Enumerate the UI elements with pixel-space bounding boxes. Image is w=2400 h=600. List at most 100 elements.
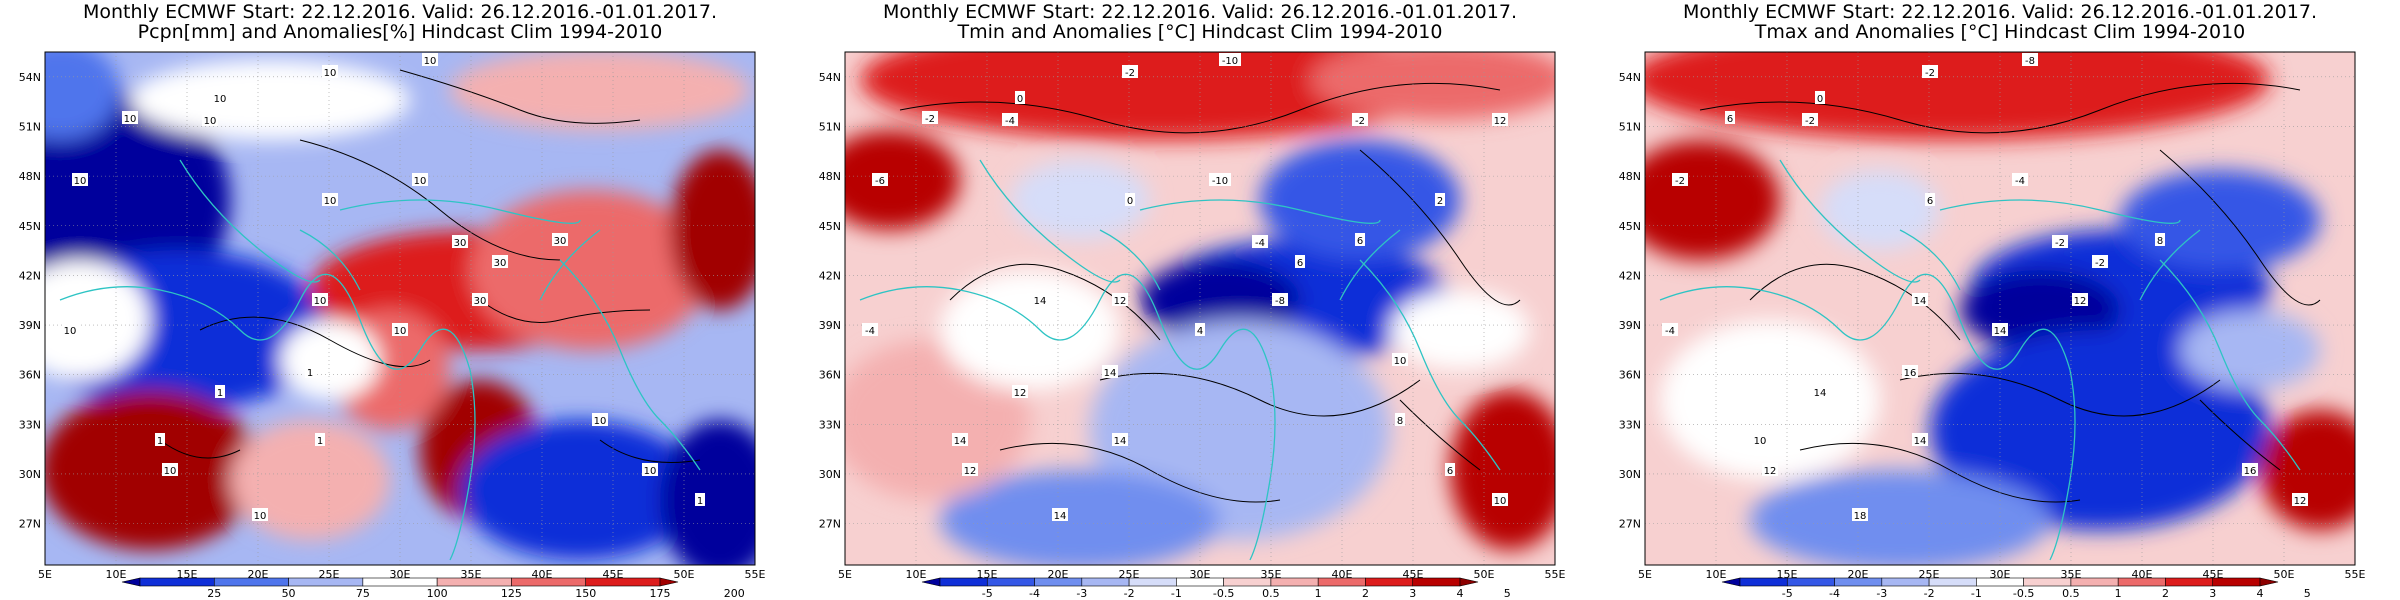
lat-tick-label: 39N [19, 319, 41, 332]
panel-title-line1: Monthly ECMWF Start: 22.12.2016. Valid: … [83, 1, 717, 23]
lat-tick-label: 36N [19, 369, 41, 382]
contour-label: 30 [552, 233, 568, 247]
colorbar-swatch [1786, 577, 1835, 587]
contour-label: 12 [1112, 293, 1128, 307]
colorbar-swatch [1928, 577, 1977, 587]
colorbar-swatch [986, 577, 1035, 587]
contour-label: 10 [122, 111, 138, 125]
colorbar-swatch [1223, 577, 1272, 587]
colorbar-label: 2 [1362, 587, 1369, 600]
contour-label: 0 [1815, 91, 1825, 105]
coastlines [1659, 159, 2301, 561]
contour-label: 10 [642, 463, 658, 477]
svg-text:14: 14 [954, 436, 967, 447]
coastlines [859, 159, 1501, 561]
colorbar-label: 3 [2209, 587, 2216, 600]
lat-tick-label: 39N [1619, 319, 1641, 332]
contour-label: 16 [1902, 365, 1918, 379]
colorbar-swatch [2165, 577, 2214, 587]
colorbar-swatch [362, 577, 438, 587]
colorbar-label: -1 [1171, 587, 1182, 600]
map-frame [844, 51, 1556, 566]
colorbar-swatch [213, 577, 289, 587]
colorbar-label: 5 [2304, 587, 2311, 600]
svg-text:14: 14 [1814, 388, 1827, 399]
svg-text:-2: -2 [2095, 258, 2105, 269]
svg-text:12: 12 [1494, 116, 1507, 127]
svg-text:10: 10 [204, 116, 217, 127]
anomaly-shading [845, 52, 1555, 565]
svg-text:-2: -2 [1805, 116, 1815, 127]
lon-tick-label: 55E [745, 568, 766, 581]
contour-label: 10 [1492, 493, 1508, 507]
svg-text:10: 10 [324, 68, 337, 79]
contour-label: 30 [492, 255, 508, 269]
contour-label: 10 [392, 323, 408, 337]
svg-text:0: 0 [1017, 94, 1023, 105]
lat-tick-label: 33N [19, 418, 41, 431]
svg-text:12: 12 [1014, 388, 1027, 399]
colorbar-label: -3 [1876, 587, 1887, 600]
contour-label: 12 [1012, 385, 1028, 399]
svg-text:10: 10 [1494, 496, 1507, 507]
panel-title-line2: Tmax and Anomalies [°C] Hindcast Clim 19… [1754, 21, 2246, 43]
contour-label: -10 [1219, 53, 1241, 67]
lat-tick-label: 51N [1619, 120, 1641, 133]
svg-text:30: 30 [454, 238, 467, 249]
colorbar-label: 50 [282, 587, 296, 600]
colorbar-swatch [1834, 577, 1883, 587]
contour-label: 10 [72, 173, 88, 187]
svg-text:10: 10 [1754, 436, 1767, 447]
contour-label: -2 [1122, 65, 1138, 79]
svg-text:-2: -2 [1125, 68, 1135, 79]
svg-text:-2: -2 [925, 114, 935, 125]
colorbar-swatch [511, 577, 587, 587]
contour-label: 14 [1032, 293, 1048, 307]
colorbar: 25 50 75 100 125 150 175 200 [121, 577, 745, 600]
contour-label: 14 [1912, 433, 1928, 447]
colorbar-label: 2 [2162, 587, 2169, 600]
contour-label: 1 [155, 433, 165, 447]
contour-label: 12 [1762, 463, 1778, 477]
coastlines [59, 159, 701, 561]
lat-tick-label: 54N [1619, 71, 1641, 84]
colorbar-label: -5 [982, 587, 993, 600]
svg-text:-4: -4 [1665, 326, 1675, 337]
lon-tick-label: 10E [106, 568, 127, 581]
colorbar-label: -4 [1029, 587, 1040, 600]
contour-label: 12 [2292, 493, 2308, 507]
contour-value-labels: 10 10 10 10 10 10 10 10 10 30 30 30 30 10 10 1 1 1 10 10 1 10… [62, 53, 705, 522]
colorbar-end-high [1459, 577, 1479, 587]
colorbar-swatch [139, 577, 215, 587]
contour-label: 4 [1195, 323, 1205, 337]
contour-label: 30 [452, 235, 468, 249]
lon-tick-label: 10E [1706, 568, 1727, 581]
contour-label: 6 [1445, 463, 1455, 477]
contour-label: 10 [212, 91, 228, 105]
svg-text:10: 10 [414, 176, 427, 187]
panel-precipitation: Monthly ECMWF Start: 22.12.2016. Valid: … [0, 0, 800, 600]
lat-tick-label: 27N [819, 518, 841, 531]
panel-tmax: Monthly ECMWF Start: 22.12.2016. Valid: … [1600, 0, 2400, 600]
colorbar-swatch [2212, 577, 2261, 587]
svg-text:-10: -10 [1212, 176, 1228, 187]
contour-value-labels: -8-206-2-4-26-4-2-2812141416141012181416… [1662, 53, 2308, 522]
svg-text:12: 12 [1114, 296, 1127, 307]
svg-text:-8: -8 [1275, 296, 1285, 307]
lat-tick-label: 33N [819, 418, 841, 431]
contour-label: -2 [1672, 173, 1688, 187]
contour-label: 14 [1812, 385, 1828, 399]
colorbar-swatch [1881, 577, 1930, 587]
lon-tick-label: 55E [2345, 568, 2366, 581]
contour-label: -4 [1662, 323, 1678, 337]
lat-tick-label: 48N [1619, 170, 1641, 183]
contour-label: 10 [162, 463, 178, 477]
svg-text:16: 16 [1904, 368, 1917, 379]
lat-tick-label: 42N [1619, 269, 1641, 282]
anomaly-shading [1645, 52, 2355, 565]
contour-label: 10 [202, 113, 218, 127]
contour-label: 18 [1852, 508, 1868, 522]
panel-title-line2: Pcpn[mm] and Anomalies[%] Hindcast Clim … [137, 21, 663, 43]
contour-label: 10 [1752, 433, 1768, 447]
svg-text:6: 6 [1927, 196, 1933, 207]
